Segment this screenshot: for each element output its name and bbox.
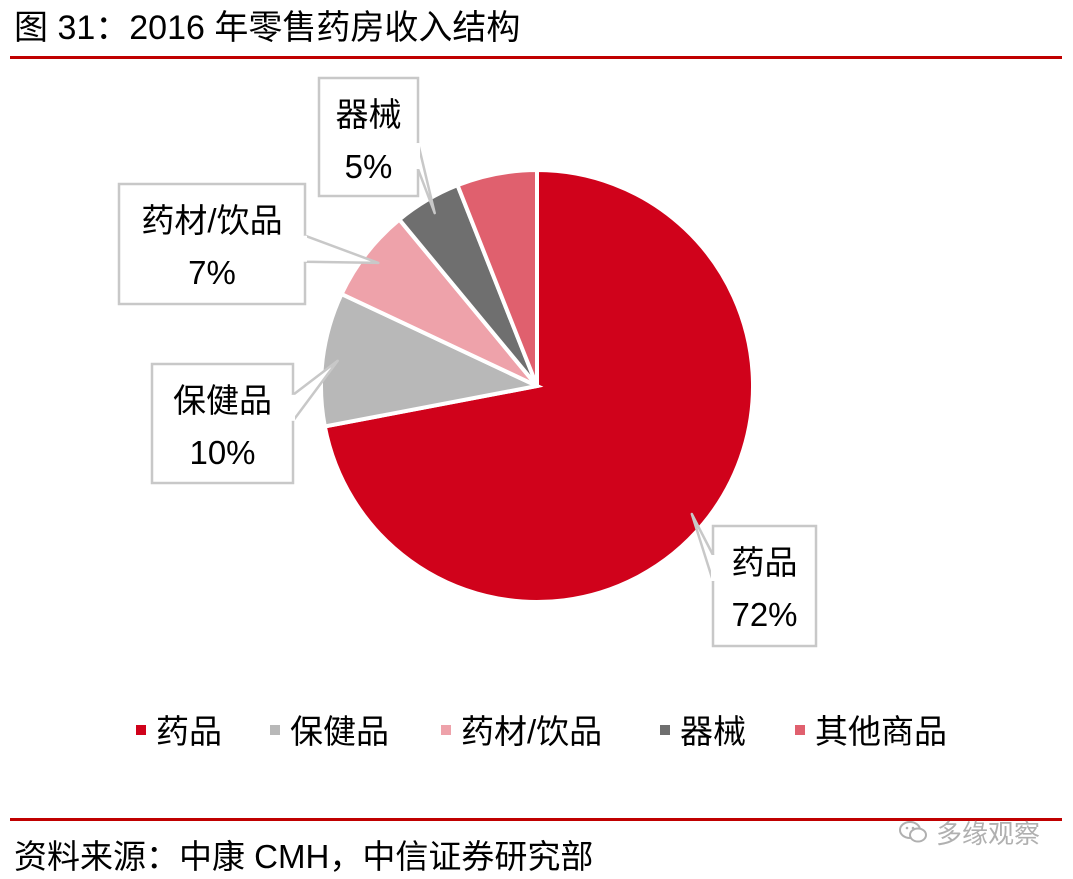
- pie-slice: [454, 167, 539, 387]
- callout-value: 72%: [731, 596, 797, 633]
- callout-label: 器械 5%: [317, 76, 436, 215]
- callout-category: 保健品: [173, 382, 272, 419]
- legend-item: 其他商品: [795, 713, 947, 750]
- legend-label: 其他商品: [815, 713, 947, 750]
- callout-box: [117, 182, 307, 306]
- slices-layer: [319, 167, 755, 604]
- callout-label: 保健品 10%: [150, 359, 339, 485]
- source-note: 资料来源：中康 CMH，中信证券研究部: [14, 838, 594, 875]
- source-divider: [10, 818, 1062, 821]
- legend-label: 药材/饮品: [461, 713, 602, 750]
- callout-value: 5%: [345, 148, 393, 185]
- callout-label: 药品 72%: [690, 512, 818, 648]
- legend-swatch: [795, 725, 805, 735]
- callout-category: 药品: [732, 544, 798, 581]
- pie-slice: [319, 291, 544, 429]
- legend-swatch: [136, 725, 146, 735]
- figure-title: 图 31：2016 年零售药房收入结构: [14, 9, 521, 47]
- watermark-text: 多缘观察: [936, 818, 1041, 849]
- wechat-icon: [899, 821, 927, 843]
- callout-label: 药材/饮品 7%: [117, 182, 380, 306]
- callout-category: 药材/饮品: [141, 202, 282, 239]
- legend-swatch: [660, 725, 670, 735]
- legend-label: 药品: [156, 713, 222, 750]
- legend-label: 保健品: [290, 713, 389, 750]
- callout-box: [150, 362, 295, 485]
- callout-box: [317, 76, 420, 198]
- callout-category: 器械: [336, 96, 402, 133]
- watermark: 多缘观察: [898, 812, 1040, 852]
- legend-item: 药品: [136, 713, 222, 750]
- legend-swatch: [441, 725, 451, 735]
- legend: 药品 保健品 药材/饮品 器械 其他商品: [136, 713, 947, 750]
- legend-item: 保健品: [270, 713, 389, 750]
- callout-value: 10%: [189, 434, 255, 471]
- legend-item: 药材/饮品: [441, 713, 602, 750]
- legend-label: 器械: [680, 713, 746, 750]
- callouts-layer: 药品 72% 保健品 10% 药材/饮品 7% 器械 5%: [117, 76, 818, 648]
- callout-value: 7%: [188, 254, 236, 291]
- callout-box: [711, 524, 818, 648]
- title-divider: [10, 56, 1062, 59]
- legend-item: 器械: [660, 713, 746, 750]
- legend-swatch: [270, 725, 280, 735]
